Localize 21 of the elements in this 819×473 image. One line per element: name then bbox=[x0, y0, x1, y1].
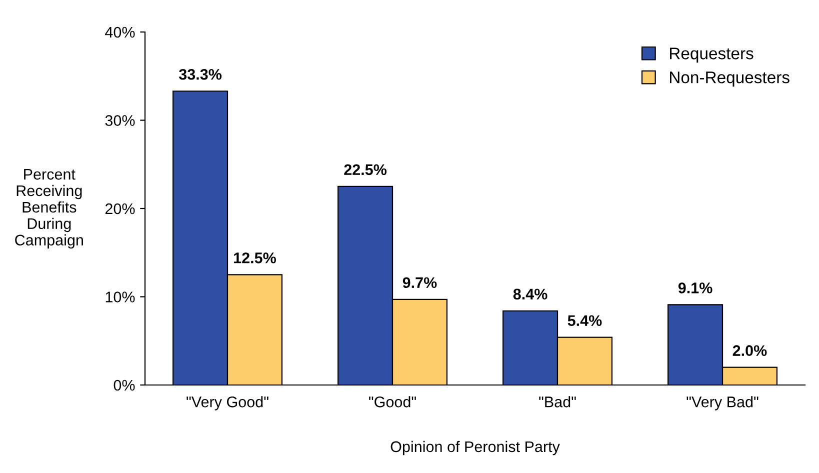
y-tick-label: 40% bbox=[105, 26, 135, 38]
y-axis-title: Percent Receiving Benefits During Campaign bbox=[15, 169, 83, 249]
x-axis-title: Opinion of Peronist Party bbox=[390, 440, 560, 456]
y-tick-label: 10% bbox=[106, 292, 135, 302]
data-label: 9.1% bbox=[678, 282, 712, 294]
legend-label: Requesters bbox=[670, 48, 754, 63]
data-label: 22.5% bbox=[344, 164, 387, 176]
data-label: 5.4% bbox=[568, 315, 602, 326]
data-label: 9.7% bbox=[402, 277, 437, 288]
y-tick-label: 30% bbox=[105, 115, 135, 126]
data-label: 12.5% bbox=[234, 252, 276, 264]
x-tick-label: "Very Bad" bbox=[686, 396, 758, 410]
x-tick-label: "Bad" bbox=[539, 396, 576, 408]
legend-label: Non-Requesters bbox=[670, 72, 790, 87]
y-tick-label: 0% bbox=[114, 380, 135, 391]
x-tick-label: "Good" bbox=[369, 396, 416, 408]
y-tick-label: 20% bbox=[105, 203, 135, 214]
x-tick-label: "Very Good" bbox=[186, 396, 268, 410]
data-label: 33.3% bbox=[178, 68, 222, 80]
data-label: 8.4% bbox=[513, 288, 548, 300]
data-label: 2.0% bbox=[732, 345, 767, 356]
